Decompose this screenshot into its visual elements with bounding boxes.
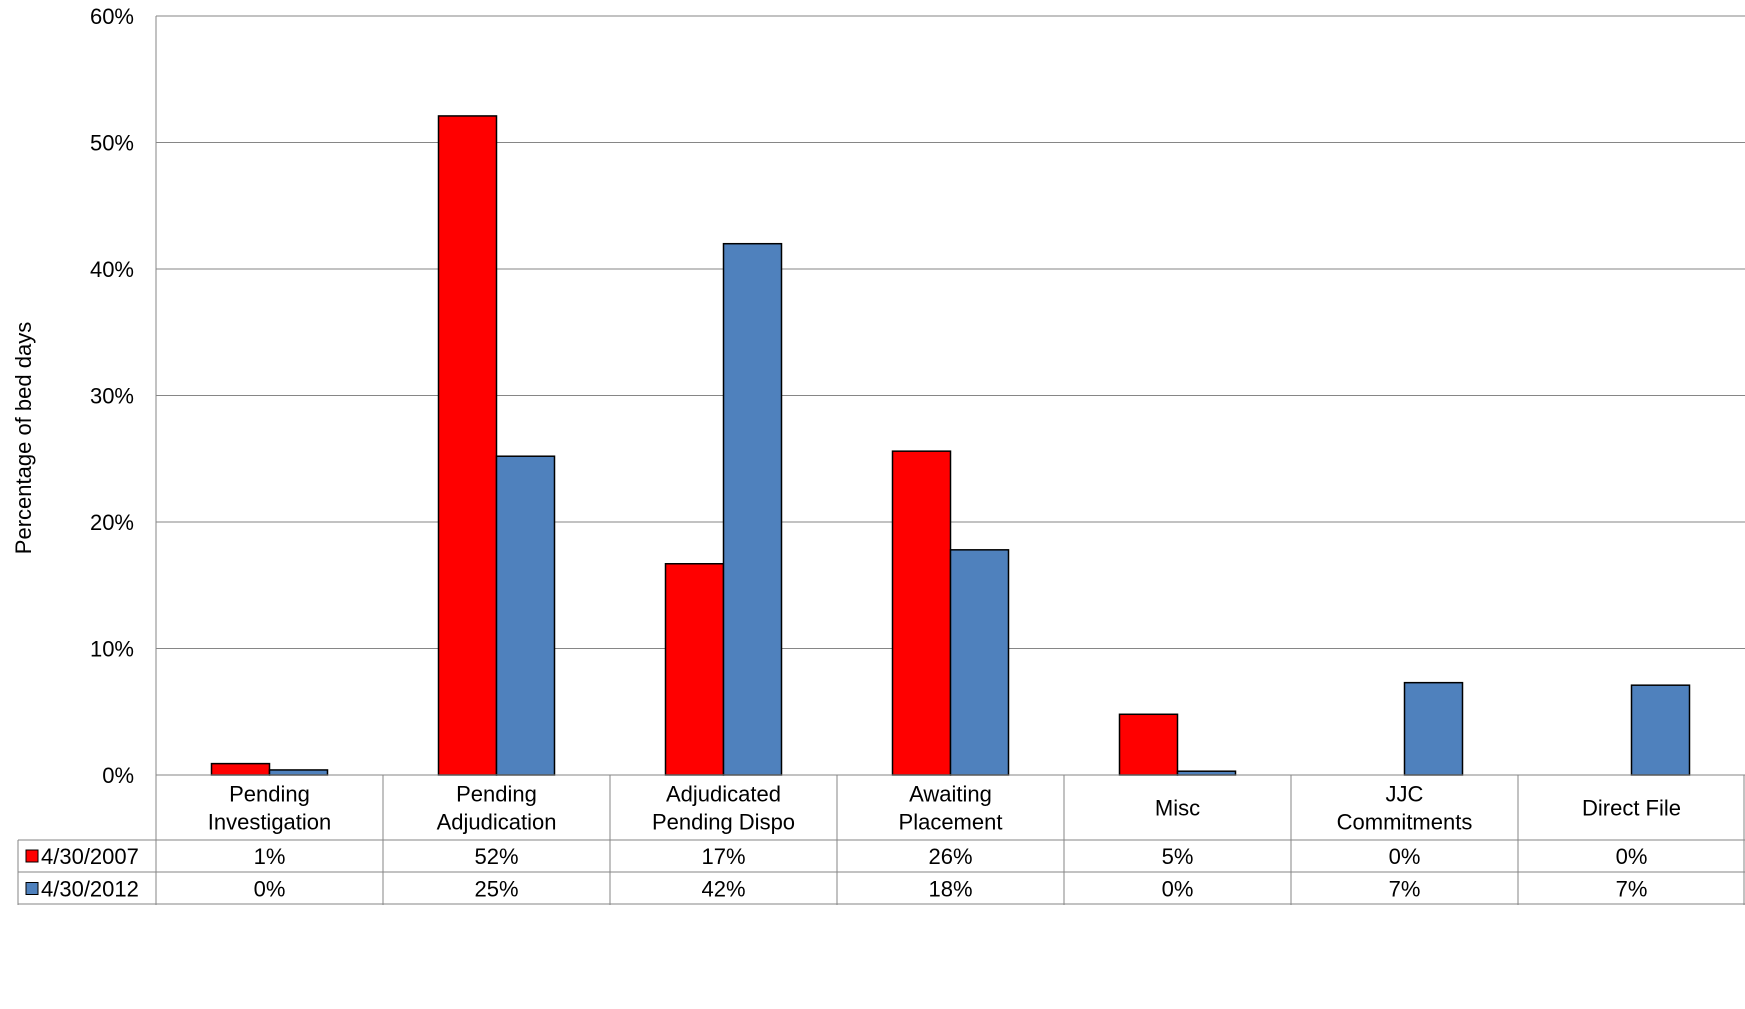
- category-label: Awaiting: [909, 782, 992, 807]
- bar-series-2: [1403, 681, 1464, 776]
- y-tick-label: 10%: [90, 637, 134, 662]
- category-label: Pending: [229, 782, 310, 807]
- category-label: Commitments: [1337, 810, 1473, 835]
- bar-series-2: [1176, 770, 1237, 776]
- category-label: Adjudication: [437, 810, 557, 835]
- data-label: 26%: [928, 844, 972, 869]
- gridlines: [156, 15, 1745, 649]
- category-label: Placement: [899, 810, 1003, 835]
- axes: [155, 16, 1745, 776]
- series-name: 4/30/2007: [41, 844, 139, 869]
- bar-series-1: [891, 450, 952, 776]
- y-tick-label: 30%: [90, 384, 134, 409]
- data-label: 25%: [474, 877, 518, 902]
- bar-series-2: [1630, 684, 1691, 776]
- y-tick-label: 20%: [90, 510, 134, 535]
- legend-key-series-2: [25, 882, 39, 895]
- data-label: 17%: [701, 844, 745, 869]
- legend-key-series-1: [25, 849, 39, 863]
- category-label: Investigation: [208, 810, 332, 835]
- data-label: 1%: [254, 844, 286, 869]
- category-label: Adjudicated: [666, 782, 781, 807]
- data-label: 7%: [1389, 877, 1421, 902]
- bars: [210, 115, 1691, 776]
- bar-series-1: [210, 762, 271, 776]
- data-label: 0%: [1162, 877, 1194, 902]
- data-label: 7%: [1616, 877, 1648, 902]
- bar-series-1: [664, 562, 725, 776]
- data-label: 18%: [928, 877, 972, 902]
- y-tick-label: 60%: [90, 4, 134, 29]
- category-label: Pending Dispo: [652, 810, 795, 835]
- series-name: 4/30/2012: [41, 877, 139, 902]
- bar-series-1: [1118, 713, 1179, 776]
- bar-series-2: [949, 549, 1010, 776]
- category-label: Pending: [456, 782, 537, 807]
- data-label: 42%: [701, 877, 745, 902]
- data-label: 52%: [474, 844, 518, 869]
- y-tick-labels: 0% 10% 20% 30% 40% 50% 60%: [90, 4, 134, 788]
- bar-series-2: [722, 242, 783, 776]
- data-table: Pending Investigation Pending Adjudication A…: [17, 775, 1745, 905]
- bar-series-2: [268, 769, 329, 776]
- y-tick-label: 50%: [90, 131, 134, 156]
- data-label: 0%: [1389, 844, 1421, 869]
- category-label: Direct File: [1582, 796, 1681, 821]
- category-label: JJC: [1386, 782, 1424, 807]
- y-axis-label: Percentage of bed days: [11, 322, 36, 554]
- category-label: Misc: [1155, 796, 1200, 821]
- y-tick-label: 0%: [102, 763, 134, 788]
- bar-series-2: [495, 455, 556, 776]
- bar-series-1: [437, 115, 498, 776]
- data-label: 0%: [254, 877, 286, 902]
- data-label: 5%: [1162, 844, 1194, 869]
- y-tick-label: 40%: [90, 257, 134, 282]
- data-label: 0%: [1616, 844, 1648, 869]
